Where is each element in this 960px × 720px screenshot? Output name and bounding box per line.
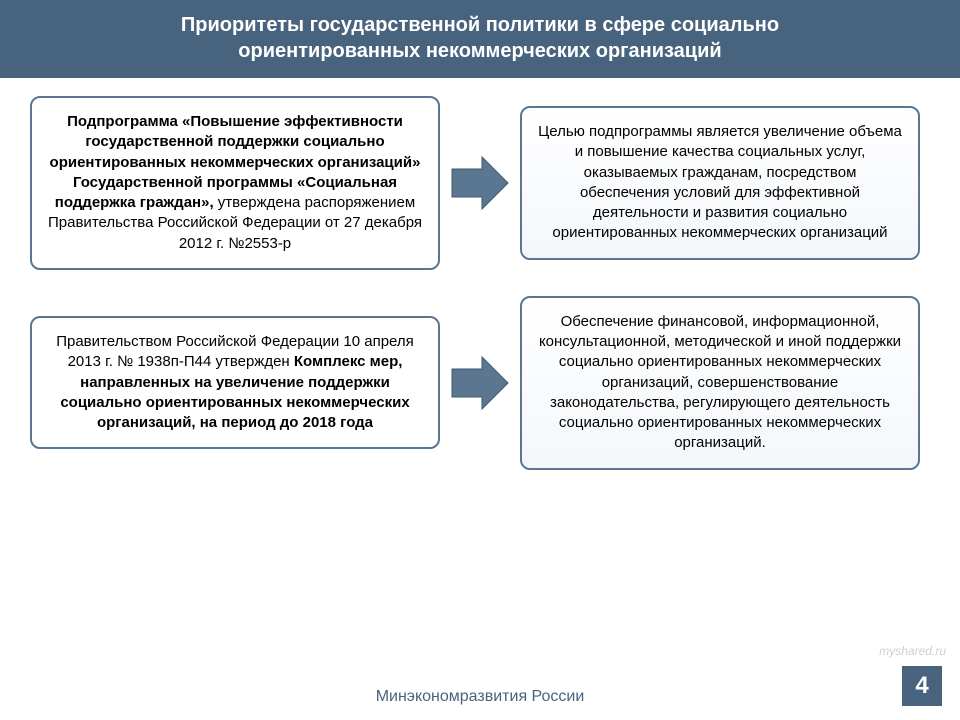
slide-footer: Минэкономразвития России 4	[0, 688, 960, 706]
diagram-body: Подпрограмма «Повышение эффективности го…	[0, 78, 960, 470]
box-subprogram: Подпрограмма «Повышение эффективности го…	[30, 96, 440, 270]
slide-title: Приоритеты государственной политики в сф…	[0, 0, 960, 78]
arrow-1	[440, 153, 520, 213]
box2-right-text: Обеспечение финансовой, информационной, …	[539, 313, 901, 452]
flow-row-2: Правительством Российской Федерации 10 а…	[30, 296, 930, 470]
box-goal: Целью подпрограммы является увеличение о…	[520, 106, 920, 260]
box-support: Обеспечение финансовой, информационной, …	[520, 296, 920, 470]
page-number-badge: 4	[902, 666, 942, 706]
box1-right-text: Целью подпрограммы является увеличение о…	[538, 123, 902, 241]
box-measures: Правительством Российской Федерации 10 а…	[30, 316, 440, 449]
title-line1: Приоритеты государственной политики в сф…	[181, 14, 779, 36]
title-line2: ориентированных некоммерческих организац…	[238, 40, 721, 62]
arrow-right-icon	[448, 153, 512, 213]
flow-row-1: Подпрограмма «Повышение эффективности го…	[30, 96, 930, 270]
watermark: myshared.ru	[879, 644, 946, 658]
arrow-right-icon	[448, 353, 512, 413]
arrow-2	[440, 353, 520, 413]
footer-org: Минэкономразвития России	[0, 688, 960, 706]
